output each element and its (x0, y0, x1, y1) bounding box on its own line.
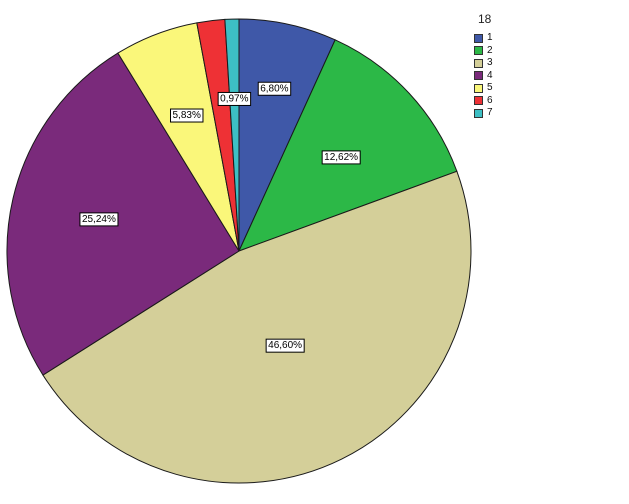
slice-label-box (170, 108, 204, 123)
legend-item-2: 2 (474, 45, 493, 58)
slice-label-text: 12,62% (324, 152, 358, 163)
pie-slices (6, 18, 472, 484)
pie-slice-4 (6, 52, 240, 376)
slice-label-text: 46,60% (268, 340, 302, 351)
legend-label: 7 (487, 107, 493, 119)
legend-label: 1 (487, 32, 493, 44)
slice-label-box (265, 338, 305, 353)
slice-label-text: 25,24% (82, 214, 116, 225)
legend-label: 4 (487, 69, 493, 81)
legend-title: 18 (478, 12, 492, 26)
slice-label-box (217, 91, 252, 106)
legend-swatch (474, 108, 483, 118)
slice-label-1: 6,80% (257, 81, 292, 96)
slice-label-text: 6,80% (260, 83, 288, 94)
legend-item-6: 6 (474, 95, 493, 108)
legend-label: 6 (487, 94, 493, 106)
slice-label-4: 25,24% (79, 212, 119, 227)
pie-slice-7 (224, 18, 240, 252)
slice-label-text: 0,97% (220, 93, 248, 104)
slice-labels: 6,80% 12,62% 46,60% 25,24% 5,83% 0,97% (79, 81, 361, 353)
legend-item-5: 5 (474, 82, 493, 95)
slice-label-2: 12,62% (321, 150, 361, 165)
legend-label: 5 (487, 82, 493, 94)
legend-item-1: 1 (474, 32, 493, 45)
legend-swatch (474, 46, 483, 56)
legend-swatch (474, 83, 483, 93)
slice-label-3: 46,60% (265, 338, 305, 353)
legend-item-7: 7 (474, 107, 493, 120)
legend-label: 3 (487, 57, 493, 69)
slice-label-box (321, 150, 361, 165)
legend-item-4: 4 (474, 70, 493, 83)
legend-swatch (474, 33, 483, 43)
slice-label-box (257, 81, 292, 96)
slice-label-5: 5,83% (170, 108, 204, 123)
legend-item-3: 3 (474, 57, 493, 70)
pie-slice-3 (42, 170, 472, 484)
pie-slice-2 (238, 39, 458, 252)
legend-swatch (474, 58, 483, 68)
legend-label: 2 (487, 44, 493, 56)
slice-label-7: 0,97% (217, 91, 252, 106)
slice-label-text: 5,83% (173, 110, 201, 121)
legend-swatch (474, 96, 483, 106)
legend-swatch (474, 71, 483, 81)
slice-label-box (79, 212, 119, 227)
